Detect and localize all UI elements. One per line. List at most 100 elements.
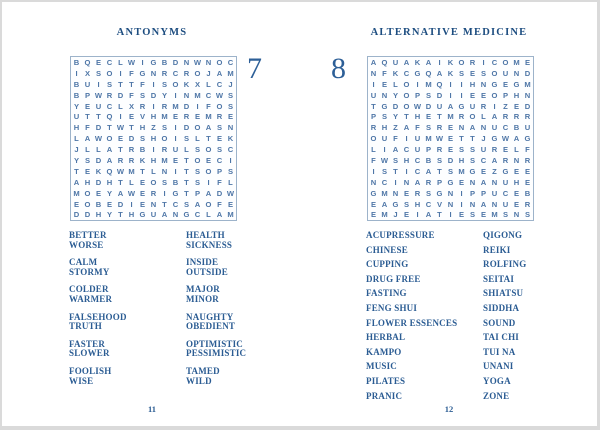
grid-letter: I [449, 79, 452, 89]
grid-letter: S [95, 68, 102, 78]
grid-letter: Z [151, 123, 156, 133]
grid-letter: G [139, 210, 146, 220]
grid-letter: E [128, 112, 135, 122]
grid-letter: R [161, 101, 168, 111]
word-group: ZONE [483, 391, 595, 402]
grid-letter: R [216, 112, 223, 122]
grid-letter: B [73, 90, 80, 100]
grid-letter: Y [73, 101, 80, 111]
grid-letter: A [205, 123, 212, 133]
grid-letter: R [524, 155, 531, 165]
word-list-entry: COLDER [69, 284, 109, 295]
grid-letter: I [207, 177, 210, 187]
grid-letter: W [193, 57, 202, 67]
grid-letter: G [150, 57, 157, 67]
grid-letter: P [436, 177, 443, 187]
grid-letter: M [161, 112, 168, 122]
grid-letter: P [194, 188, 201, 198]
grid-letter: L [118, 57, 123, 67]
grid-letter: E [403, 210, 410, 220]
grid-letter: E [117, 134, 124, 144]
grid-letter: W [116, 123, 125, 133]
word-group: DRUG FREE [366, 274, 478, 285]
grid-letter: O [216, 57, 223, 67]
grid-letter: R [128, 145, 135, 155]
grid-letter: M [194, 90, 201, 100]
grid-letter: A [491, 112, 498, 122]
grid-letter: S [381, 166, 388, 176]
word-group: REIKI [483, 245, 595, 256]
word-group: CALM STORMY [69, 258, 181, 277]
grid-letter: J [228, 79, 233, 89]
word-group: PILATES [366, 376, 478, 387]
word-group: MAJOR MINOR [186, 285, 298, 304]
grid-letter: F [206, 101, 211, 111]
grid-letter: N [403, 177, 410, 187]
word-list-entry: FLOWER ESSENCES [366, 317, 458, 328]
grid-letter: Y [73, 155, 80, 165]
grid-letter: O [194, 68, 201, 78]
grid-letter: O [216, 101, 223, 111]
grid-letter: E [524, 166, 531, 176]
grid-letter: K [183, 79, 190, 89]
word-group: FALSEHOOD TRUTH [69, 312, 181, 332]
grid-letter: T [129, 79, 134, 89]
grid-letter: M [73, 188, 80, 198]
grid-letter: O [161, 134, 168, 144]
grid-letter: N [205, 57, 212, 67]
grid-letter: A [403, 123, 410, 133]
grid-letter: Y [106, 188, 113, 198]
grid-letter: R [524, 199, 531, 209]
grid-letter: L [371, 145, 376, 155]
grid-letter: N [524, 90, 531, 100]
word-list-entry: FASTING [366, 288, 407, 299]
grid-letter: H [139, 123, 146, 133]
grid-letter: B [139, 145, 146, 155]
grid-letter: N [480, 123, 487, 133]
grid-letter: M [172, 101, 179, 111]
word-group: QIGONG [483, 230, 595, 241]
grid-letter: S [106, 79, 113, 89]
grid-letter: E [139, 177, 146, 187]
grid-letter: S [84, 155, 91, 165]
grid-letter: K [227, 134, 234, 144]
grid-letter: Y [392, 90, 399, 100]
grid-letter: F [525, 145, 530, 155]
grid-letter: G [491, 134, 498, 144]
grid-letter: L [393, 79, 398, 89]
grid-letter: I [449, 90, 452, 100]
grid-letter: R [183, 68, 190, 78]
grid-letter: X [194, 79, 201, 89]
word-group: CHINESE [366, 245, 478, 256]
grid-letter: C [381, 177, 388, 187]
grid-letter: V [139, 112, 146, 122]
grid-letter: R [150, 188, 157, 198]
word-list-entry: BETTER [69, 230, 107, 240]
grid-letter: M [524, 79, 531, 89]
grid-letter: D [73, 210, 80, 220]
grid-letter: D [95, 123, 102, 133]
grid-letter: R [513, 112, 520, 122]
grid-letter: M [205, 112, 212, 122]
grid-letter: N [161, 166, 168, 176]
grid-letter: I [394, 177, 397, 187]
grid-letter: I [383, 145, 386, 155]
word-list-column-2: HEALTH SICKNESS INSIDE OUTSIDE MAJOR MINOR NAU… [186, 230, 298, 394]
word-list-entry: OUTSIDE [186, 266, 228, 277]
grid-letter: C [172, 199, 179, 209]
grid-letter: F [415, 123, 420, 133]
grid-letter: A [392, 145, 399, 155]
grid-letter: D [172, 57, 179, 67]
word-group: YOGA [483, 376, 595, 387]
grid-letter: H [458, 155, 465, 165]
grid-letter: S [161, 79, 168, 89]
grid-letter: M [425, 134, 432, 144]
grid-letter: C [480, 155, 487, 165]
grid-letter: U [414, 134, 421, 144]
grid-letter: U [491, 123, 498, 133]
puzzle-number: 8 [331, 52, 346, 85]
word-list-entry: PESSIMISTIC [186, 348, 247, 359]
grid-letter: O [370, 134, 377, 144]
word-list-entry: SLOWER [69, 348, 110, 359]
